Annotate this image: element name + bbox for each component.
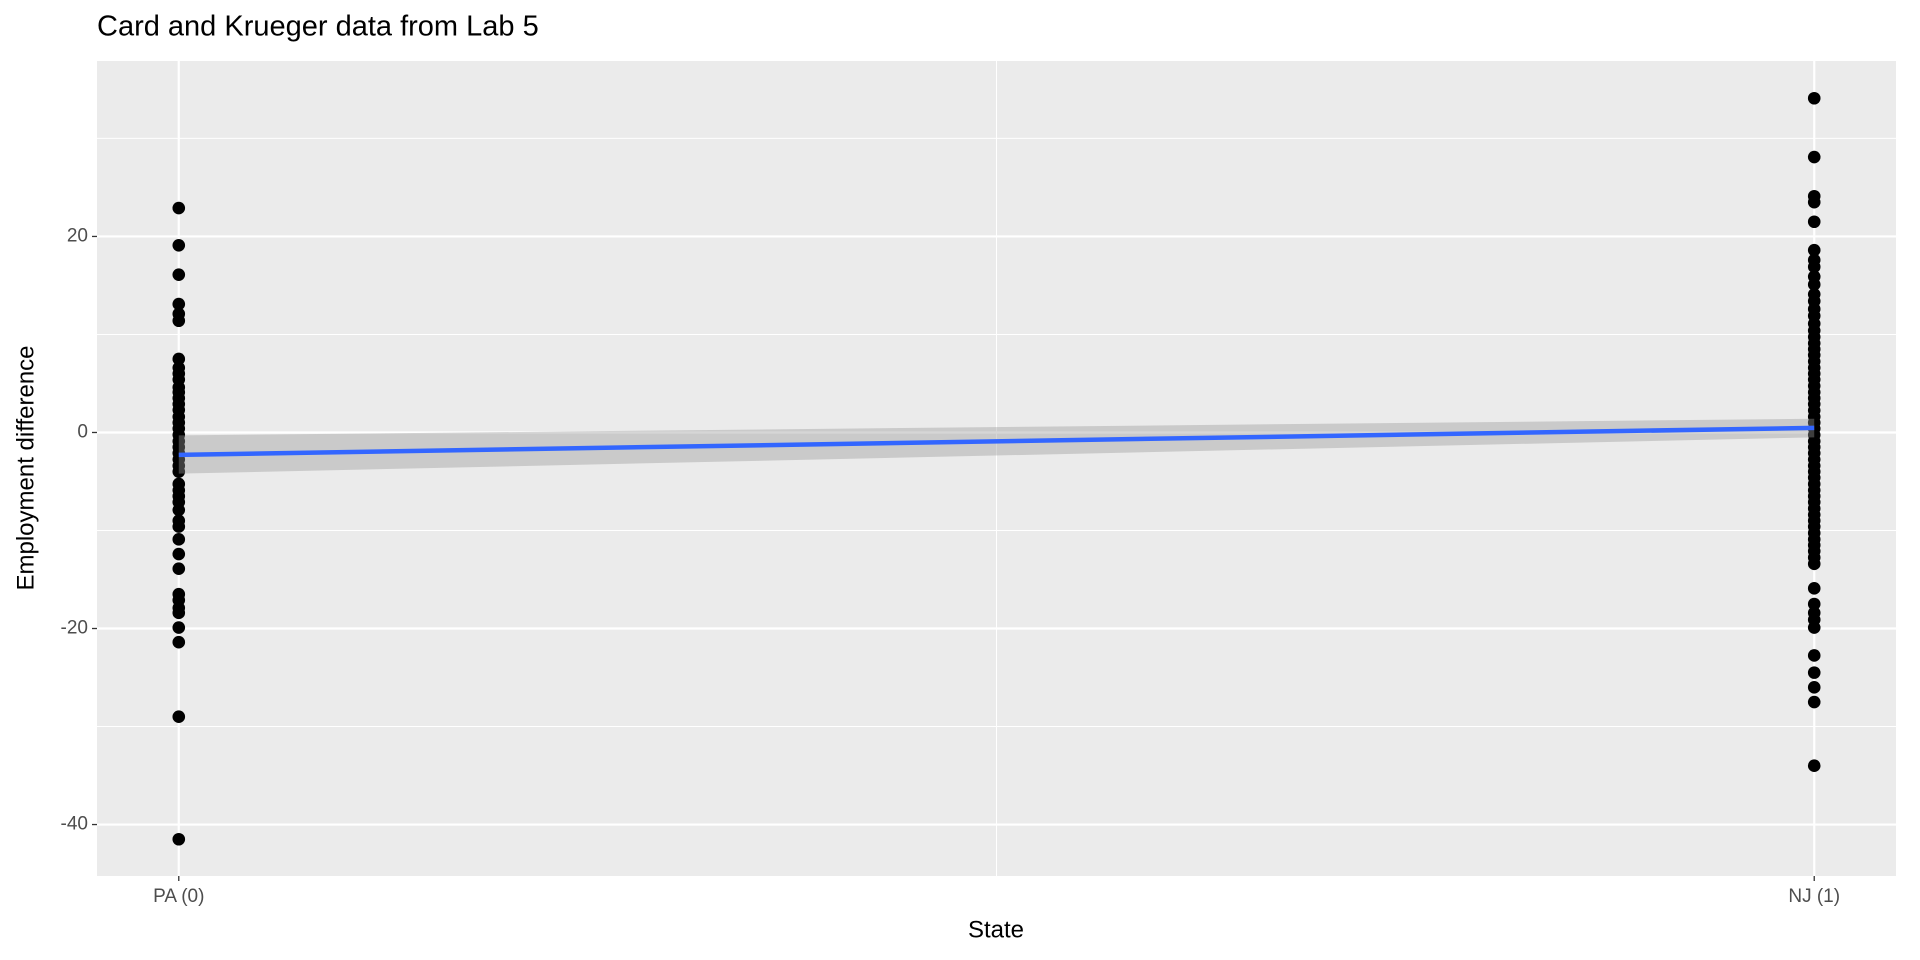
point	[1807, 597, 1821, 611]
point	[172, 621, 186, 634]
point	[172, 352, 186, 366]
fit-line	[178, 425, 1815, 458]
point	[172, 314, 186, 328]
point	[172, 710, 186, 724]
point	[1807, 215, 1821, 229]
point	[1807, 91, 1821, 105]
x-axis-title: State	[968, 916, 1024, 943]
point	[1807, 557, 1821, 571]
point	[172, 533, 186, 546]
point	[1807, 150, 1821, 164]
point	[172, 503, 186, 517]
x-tick-label: PA (0)	[153, 886, 204, 907]
point	[1807, 695, 1821, 709]
point	[172, 465, 186, 478]
point	[172, 635, 186, 649]
point	[172, 520, 186, 533]
point	[172, 201, 186, 215]
point	[1807, 649, 1821, 662]
point	[172, 832, 186, 846]
point	[172, 268, 186, 281]
point	[1807, 195, 1821, 209]
point	[1807, 666, 1821, 679]
point	[172, 547, 186, 561]
point	[1807, 759, 1821, 773]
y-tick-label: 20	[67, 225, 88, 246]
y-tick-label: 0	[77, 421, 88, 442]
y-tick-label: -40	[61, 814, 88, 835]
x-tick-label: NJ (1)	[1788, 886, 1840, 907]
point	[1807, 243, 1821, 257]
point	[172, 297, 186, 311]
point	[1807, 260, 1821, 274]
point	[172, 606, 186, 620]
point	[1807, 582, 1821, 595]
point	[1807, 621, 1821, 634]
y-axis-title: Employment difference	[12, 345, 39, 590]
marks	[172, 91, 1821, 846]
point	[172, 238, 186, 252]
chart-title: Card and Krueger data from Lab 5	[97, 11, 539, 43]
point	[1807, 681, 1821, 694]
point	[172, 562, 186, 576]
y-tick-label: -20	[61, 618, 88, 639]
point	[1807, 278, 1821, 291]
